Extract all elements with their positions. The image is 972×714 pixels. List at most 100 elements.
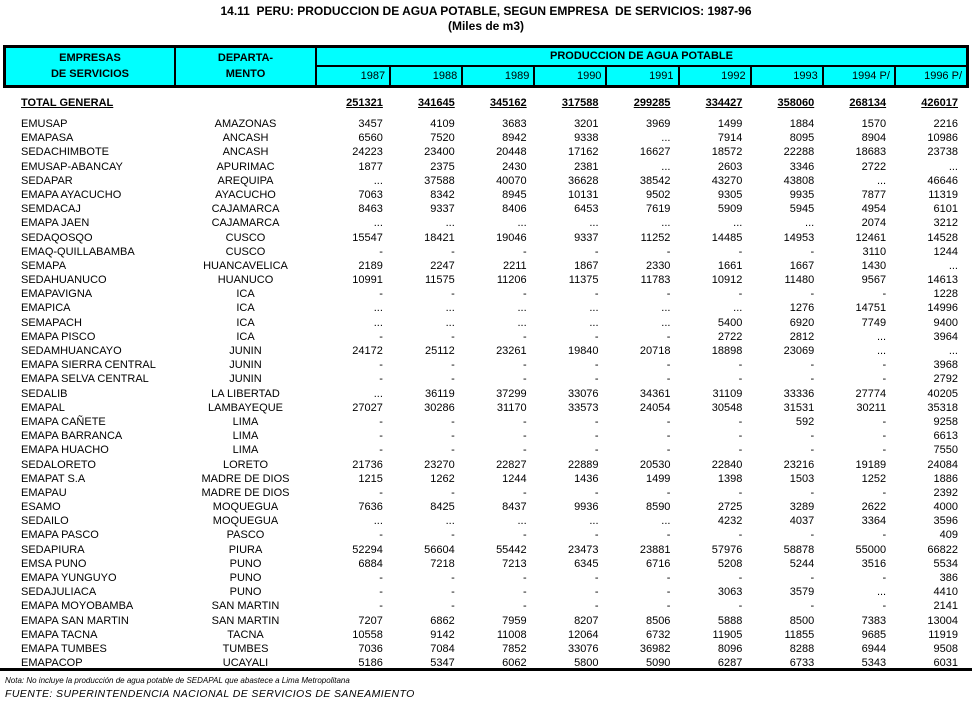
header-departamento: DEPARTA- MENTO — [176, 48, 317, 85]
value-cell: 37299 — [496, 387, 527, 400]
value-cell: 2141 — [933, 600, 958, 613]
value-cell: 11206 — [496, 274, 527, 287]
value-cell: - — [594, 529, 599, 542]
value-cell: 3579 — [789, 586, 815, 599]
value-cell: 3968 — [933, 359, 958, 372]
value-cell: - — [594, 373, 599, 386]
department: LIMA — [232, 444, 259, 457]
value-cell: - — [451, 330, 455, 343]
value-cell: ... — [661, 132, 671, 145]
value-cell: 40205 — [927, 387, 958, 400]
table-row: EMAPACOP UCAYALI 5186 5347 6062 5800 5090 6287 6… — [3, 656, 963, 670]
value-cell: 6944 — [861, 642, 887, 655]
value-cell: 9685 — [861, 628, 887, 641]
department: MOQUEGUA — [212, 515, 279, 528]
total-value: 251321 — [346, 97, 383, 109]
value-cell: ... — [445, 302, 455, 315]
table-row: EMAPA SAN MARTIN SAN MARTIN 7207 6862 7959 82… — [3, 614, 963, 628]
value-cell: 11905 — [712, 628, 743, 641]
value-cell: 2074 — [861, 217, 887, 230]
value-cell: 5347 — [430, 657, 455, 670]
table-row: SEDAPIURA PIURA 52294 56604 55442 23473 23881 5… — [3, 543, 963, 557]
value-cell: - — [738, 359, 743, 372]
value-cell: ... — [948, 160, 958, 173]
total-row: TOTAL GENERAL 251321 341645 345162 317588 29… — [3, 95, 963, 111]
department: LORETO — [222, 458, 269, 471]
value-cell: - — [810, 600, 815, 613]
company-name: EMAPAT S.A — [21, 472, 86, 485]
value-cell: 1499 — [645, 472, 671, 485]
value-cell: 11480 — [784, 274, 815, 287]
value-cell: 3683 — [502, 118, 527, 130]
value-cell: 33573 — [567, 401, 599, 414]
value-cell: 4037 — [789, 515, 815, 528]
value-cell: 1430 — [861, 259, 887, 272]
company-name: EMAPA SIERRA CENTRAL — [21, 359, 156, 372]
value-cell: - — [810, 430, 815, 443]
value-cell: - — [666, 245, 671, 258]
year-header-1987: 1987 — [360, 69, 386, 82]
value-cell: 2622 — [861, 501, 887, 514]
value-cell: 58878 — [783, 543, 815, 556]
table-row: SEDAPAR AREQUIPA... 37588 40070 36628 38542 43… — [3, 174, 963, 188]
value-cell: 1503 — [789, 472, 815, 485]
value-cell: 43808 — [783, 174, 815, 187]
table-row: SEMAPA HUANCAVELICA 2189 2247 2211 1867 2330 16… — [3, 259, 963, 273]
value-cell: 6101 — [933, 203, 958, 216]
value-cell: 23216 — [783, 458, 815, 471]
department: ANCASH — [222, 132, 269, 145]
value-cell: 11375 — [568, 274, 599, 287]
company-name: EMAQ-QUILLABAMBA — [21, 245, 135, 258]
department: PASCO — [226, 529, 265, 542]
value-cell: 3596 — [933, 515, 958, 528]
value-cell: 1276 — [789, 302, 815, 315]
value-cell: 33076 — [567, 387, 599, 400]
company-name: EMAPA PASCO — [21, 529, 99, 542]
value-cell: 7036 — [358, 642, 383, 655]
value-cell: - — [379, 586, 383, 599]
department: AYACUCHO — [215, 188, 276, 201]
company-name: EMAPA HUACHO — [21, 444, 109, 457]
value-cell: - — [379, 245, 383, 258]
value-cell: - — [594, 330, 599, 343]
value-cell: 1262 — [430, 472, 455, 485]
value-cell: - — [594, 288, 599, 301]
table-row: EMAPA SIERRA CENTRAL JUNIN - - - - - - - - 3968 — [3, 358, 963, 372]
value-cell: 57976 — [711, 543, 743, 556]
department: MOQUEGUA — [212, 501, 279, 514]
value-cell: 31170 — [496, 401, 527, 414]
value-cell: 43270 — [711, 174, 743, 187]
value-cell: - — [666, 330, 671, 343]
value-cell: 1884 — [789, 118, 815, 130]
value-cell: - — [810, 529, 815, 542]
table-row: SEDALIB LA LIBERTAD... 36119 37299 33076 3436… — [3, 387, 963, 401]
company-name: EMAPAL — [21, 401, 65, 414]
value-cell: 22827 — [496, 458, 527, 471]
value-cell: 37588 — [424, 174, 455, 187]
value-cell: 2792 — [933, 373, 958, 386]
value-cell: 14751 — [855, 302, 887, 315]
table-row: SEDAHUANUCO HUANUCO 10991 11575 11206 11375 11… — [3, 273, 963, 287]
header-departamento-line1: DEPARTA- — [217, 51, 274, 64]
value-cell: - — [379, 486, 383, 499]
department: JUNIN — [229, 345, 262, 357]
value-cell: 7213 — [502, 557, 527, 570]
value-cell: 2247 — [430, 259, 455, 272]
value-cell: 34361 — [639, 387, 671, 400]
value-cell: 9400 — [933, 316, 958, 329]
value-cell: 23881 — [639, 543, 671, 556]
department: TUMBES — [222, 642, 269, 655]
value-cell: 24223 — [352, 146, 383, 159]
value-cell: 7749 — [861, 316, 887, 329]
value-cell: 24172 — [352, 345, 383, 357]
table-row: SEMDACAJ CAJAMARCA 8463 9337 8406 6453 7619 590… — [3, 202, 963, 216]
table-row: EMSA PUNO PUNO 6884 7218 7213 6345 6716 5208 524… — [3, 557, 963, 571]
value-cell: 33076 — [567, 642, 599, 655]
value-cell: - — [666, 486, 671, 499]
value-cell: - — [810, 444, 815, 457]
table-row: EMAPICA ICA.................. 1276 14751 149… — [3, 301, 963, 315]
value-cell: - — [666, 586, 671, 599]
value-cell: - — [882, 600, 887, 613]
table-row: EMAPA HUACHO LIMA - - - - - - - - 7550 — [3, 443, 963, 457]
